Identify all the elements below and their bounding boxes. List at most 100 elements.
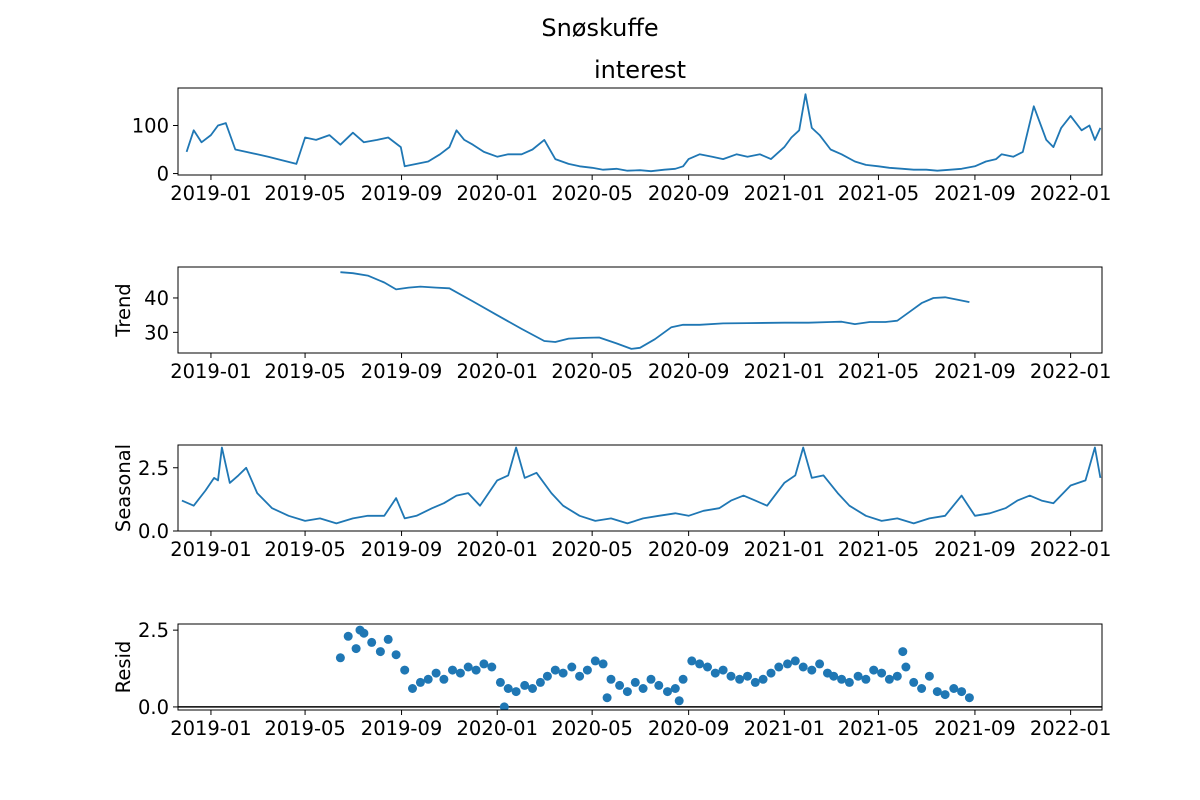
- resid-point: [630, 677, 640, 687]
- resid-point: [558, 668, 568, 678]
- resid-point: [448, 665, 457, 675]
- interest-xtick-label: 2020-05: [551, 182, 632, 205]
- resid-point: [646, 674, 656, 684]
- interest-ytick-label: 0: [157, 163, 169, 186]
- seasonal-xtick-label: 2021-05: [838, 538, 919, 561]
- resid-xtick-label: 2019-09: [361, 717, 442, 740]
- resid-point: [726, 671, 736, 681]
- trend-ytick-label: 40: [144, 287, 169, 310]
- resid-point: [750, 677, 760, 687]
- trend-ylabel: Trend: [112, 283, 135, 337]
- trend-xtick-label: 2021-05: [838, 360, 919, 383]
- resid-xtick-label: 2020-01: [457, 717, 538, 740]
- resid-point: [503, 684, 513, 693]
- resid-point: [964, 693, 974, 703]
- resid-point: [790, 656, 800, 666]
- resid-point: [837, 674, 847, 684]
- resid-point: [829, 671, 839, 681]
- seasonal-xtick-label: 2019-09: [361, 538, 442, 561]
- interest-xtick-label: 2019-01: [170, 182, 251, 205]
- resid-point: [499, 702, 509, 710]
- interest-xtick-label: 2022-01: [1030, 182, 1111, 205]
- resid-point: [783, 659, 792, 669]
- resid-point: [343, 631, 353, 641]
- resid-point: [674, 696, 684, 706]
- seasonal-ytick-label: 0.0: [138, 520, 169, 543]
- resid-point: [695, 659, 705, 669]
- resid-point: [375, 647, 385, 657]
- interest-title: interest: [594, 56, 686, 84]
- resid-point: [455, 668, 465, 678]
- resid-point: [940, 690, 950, 700]
- resid-point: [415, 677, 425, 687]
- resid-xtick-label: 2020-05: [551, 717, 632, 740]
- resid-point: [877, 668, 887, 678]
- resid-xtick-label: 2021-01: [744, 717, 825, 740]
- resid-point: [678, 674, 688, 684]
- trend-ytick-label: 30: [144, 321, 169, 344]
- trend-xtick-label: 2020-05: [551, 360, 632, 383]
- resid-point: [567, 662, 577, 672]
- resid-xtick-label: 2021-05: [838, 717, 919, 740]
- resid-point: [511, 687, 521, 697]
- resid-point: [735, 674, 745, 684]
- resid-point: [884, 674, 894, 684]
- trend-axes-frame: [177, 266, 1103, 354]
- resid-point: [391, 650, 401, 660]
- resid-point: [535, 677, 545, 687]
- resid-point: [924, 671, 934, 681]
- resid-point: [431, 668, 441, 678]
- resid-point: [663, 687, 672, 697]
- interest-axes-frame: [177, 87, 1103, 176]
- resid-point: [844, 677, 854, 687]
- resid-point: [590, 656, 600, 666]
- seasonal-line: [181, 446, 1102, 525]
- seasonal-xtick-label: 2022-01: [1030, 538, 1111, 561]
- resid-point: [869, 665, 879, 675]
- resid-point: [400, 665, 410, 675]
- interest-xtick-label: 2019-05: [264, 182, 345, 205]
- resid-axes-frame: [177, 623, 1103, 711]
- trend-xtick-label: 2020-01: [457, 360, 538, 383]
- resid-point: [743, 671, 752, 681]
- resid-xtick-label: 2020-09: [648, 717, 729, 740]
- resid-point: [909, 677, 919, 687]
- resid-point: [528, 684, 537, 693]
- seasonal-ylabel: Seasonal: [112, 444, 135, 532]
- resid-point: [798, 662, 808, 672]
- resid-point: [615, 680, 625, 690]
- resid-ytick-label: 2.5: [138, 619, 169, 642]
- resid-point: [408, 684, 417, 693]
- resid-point: [335, 653, 345, 663]
- seasonal-panel: Seasonal 2019-01 2019-05 2019-09 2020-01 2020…: [112, 444, 1111, 561]
- resid-point: [766, 668, 776, 678]
- resid-point: [774, 662, 784, 672]
- interest-ytick-label: 100: [132, 114, 169, 137]
- trend-xtick-label: 2020-09: [648, 360, 729, 383]
- resid-point: [622, 687, 632, 697]
- resid-point: [495, 677, 505, 687]
- resid-point: [355, 625, 365, 635]
- interest-xtick-label: 2020-09: [648, 182, 729, 205]
- resid-point: [710, 668, 720, 678]
- resid-point: [383, 634, 393, 644]
- resid-point: [687, 656, 697, 666]
- resid-point: [550, 665, 560, 675]
- trend-xtick-label: 2022-01: [1030, 360, 1111, 383]
- resid-point: [807, 665, 817, 675]
- trend-line: [340, 271, 970, 350]
- resid-point: [949, 684, 959, 693]
- trend-panel: Trend 2019-01 2019-05 2019-09 2020-01 2020-05…: [112, 266, 1111, 383]
- seasonal-ytick-label: 2.5: [138, 457, 169, 480]
- resid-point: [670, 684, 680, 693]
- resid-point: [758, 674, 768, 684]
- resid-point: [367, 637, 377, 647]
- resid-point: [463, 662, 473, 672]
- resid-point: [654, 680, 664, 690]
- interest-xtick-label: 2021-01: [744, 182, 825, 205]
- seasonal-xtick-label: 2019-05: [264, 538, 345, 561]
- trend-xtick-label: 2019-05: [264, 360, 345, 383]
- resid-ylabel: Resid: [112, 641, 135, 694]
- interest-xtick-label: 2021-09: [934, 182, 1015, 205]
